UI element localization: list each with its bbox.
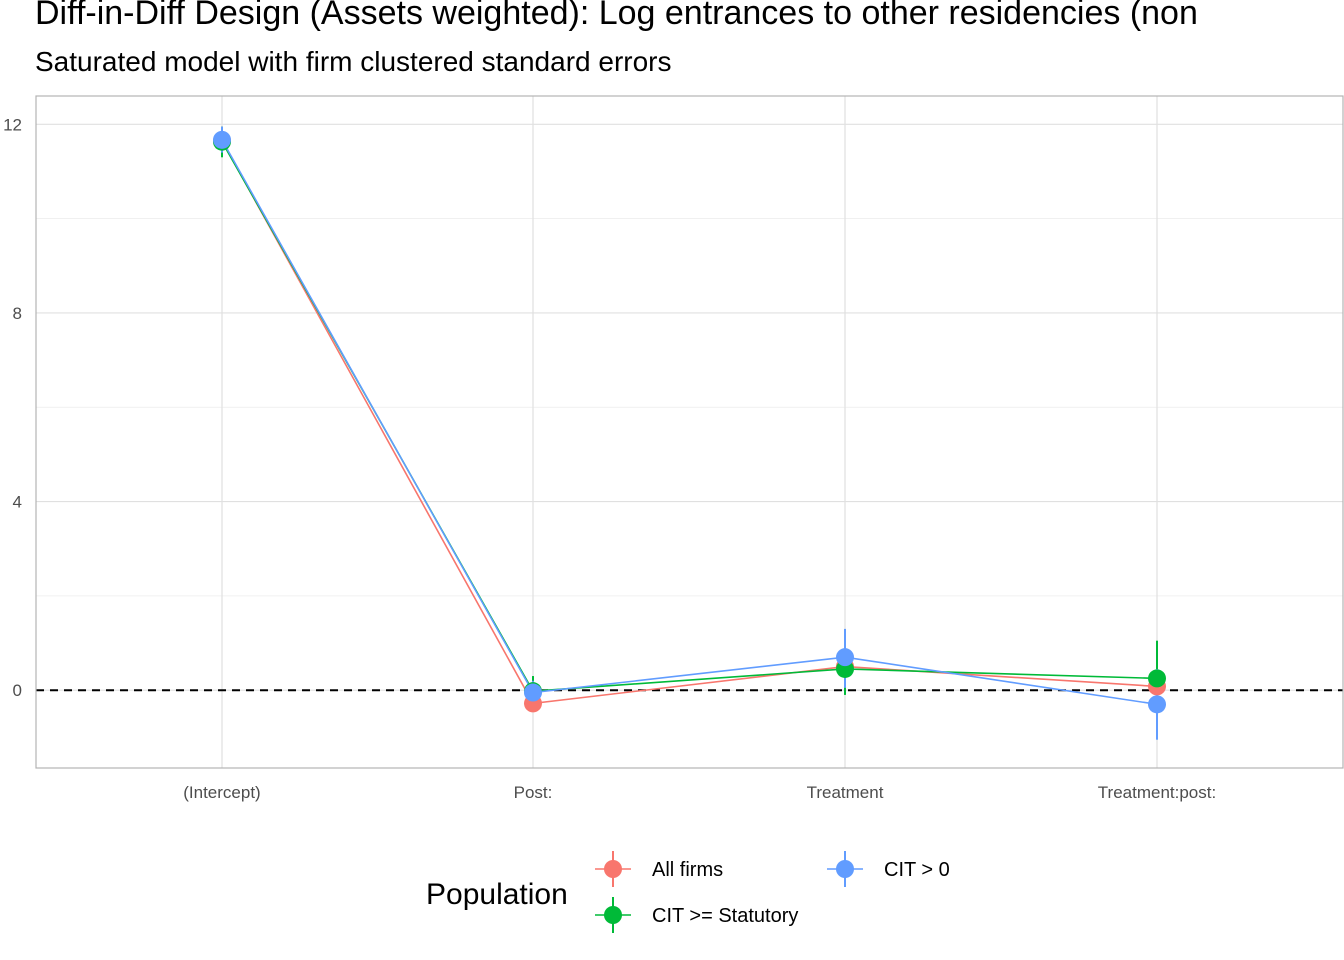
legend-item-all-firms: All firms: [595, 851, 723, 887]
y-tick-label: 4: [13, 493, 22, 512]
legend-label: CIT > 0: [884, 859, 950, 881]
data-point-cit-0: [213, 130, 231, 149]
x-axis-ticks: (Intercept) Post: Treatment Treatment:post:: [183, 783, 1216, 802]
legend-title: Population: [426, 878, 568, 911]
series-line-cit-statutory: [221, 141, 1158, 692]
legend-key-point: [604, 906, 622, 924]
legend: Population All firms CIT >= Statutory CIT …: [426, 851, 950, 933]
x-tick-label: Post:: [514, 783, 553, 802]
legend-item-cit-statutory: CIT >= Statutory: [595, 897, 798, 933]
grid-lines: [36, 96, 1343, 768]
x-tick-label: Treatment: [807, 783, 884, 802]
legend-key-point: [836, 860, 854, 878]
chart-subtitle: Saturated model with firm clustered stan…: [35, 46, 672, 77]
series-line-cit-0: [221, 139, 1158, 706]
panel-border: [35, 95, 1344, 769]
series-line-all-firms: [221, 140, 1158, 705]
legend-label: All firms: [652, 859, 723, 881]
x-tick-label: Treatment:post:: [1098, 783, 1216, 802]
y-axis-ticks: 0 4 8 12: [3, 115, 22, 700]
data-point-cit-0: [1148, 695, 1166, 714]
data-point-cit-0: [524, 683, 542, 702]
x-tick-label: (Intercept): [183, 783, 260, 802]
legend-item-cit-0: CIT > 0: [827, 851, 950, 887]
y-tick-label: 12: [3, 115, 22, 134]
y-tick-label: 8: [13, 304, 22, 323]
series-lines: [221, 139, 1158, 706]
series-points: [213, 130, 1166, 714]
y-tick-label: 0: [13, 681, 22, 700]
legend-label: CIT >= Statutory: [652, 905, 798, 927]
data-point-cit-0: [836, 648, 854, 667]
chart-title: Diff-in-Diff Design (Assets weighted): L…: [35, 0, 1198, 32]
data-point-cit-statutory: [1148, 669, 1166, 688]
legend-key-point: [604, 860, 622, 878]
